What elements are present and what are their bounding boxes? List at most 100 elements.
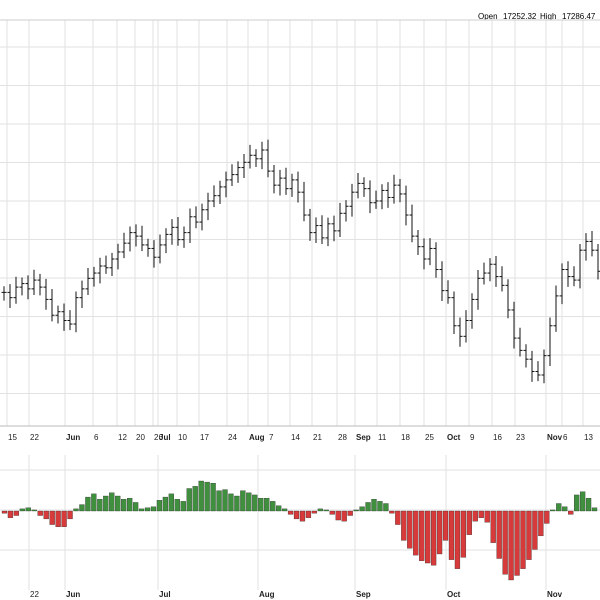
price-bar — [133, 224, 139, 247]
price-bar — [385, 182, 391, 208]
price-bar — [109, 252, 115, 277]
osc-bar — [85, 496, 91, 512]
x-tick-label: 6 — [94, 433, 99, 442]
osc-bar — [180, 501, 186, 512]
osc-bar — [198, 480, 204, 512]
osc-bar — [91, 493, 97, 512]
price-bar — [181, 226, 187, 248]
price-bar — [235, 161, 241, 183]
price-bar — [205, 192, 211, 221]
price-bar — [421, 238, 427, 270]
osc-x-tick-label: Sep — [356, 590, 371, 599]
osc-bar — [502, 510, 508, 575]
price-bar — [37, 273, 43, 296]
osc-bar — [532, 510, 538, 550]
osc-bar — [132, 502, 139, 512]
high-value: 17286.47 — [562, 12, 596, 21]
price-bar — [403, 185, 409, 226]
price-bar — [277, 169, 283, 196]
high-label: High — [540, 12, 557, 21]
price-bar — [505, 279, 511, 319]
osc-bar — [407, 510, 413, 549]
x-tick-label: 24 — [228, 433, 237, 442]
osc-bar — [7, 510, 14, 518]
osc-bar — [73, 508, 79, 512]
price-bar — [463, 310, 469, 343]
osc-bar — [430, 510, 437, 566]
price-bar — [1, 286, 7, 301]
x-tick-label: Sep — [356, 433, 371, 442]
osc-bar — [550, 509, 556, 512]
price-bar — [517, 327, 523, 357]
osc-bar — [276, 505, 282, 512]
price-bar — [19, 277, 25, 296]
price-bar — [169, 219, 175, 245]
price-bar — [253, 149, 259, 168]
osc-bar — [121, 499, 127, 512]
osc-bar — [585, 497, 592, 512]
osc-bar — [192, 486, 198, 512]
price-bar — [103, 255, 109, 274]
x-tick-label: 10 — [178, 433, 187, 442]
osc-bar — [31, 509, 37, 512]
osc-bar — [79, 504, 85, 512]
osc-x-tick-label: Aug — [259, 590, 275, 599]
price-bar — [595, 244, 600, 280]
osc-bar — [454, 510, 461, 569]
x-tick-label: 17 — [200, 433, 209, 442]
osc-bar — [436, 510, 443, 555]
price-bar — [361, 177, 367, 197]
x-tick-label: 14 — [291, 433, 300, 442]
price-bar — [175, 216, 181, 246]
osc-bar — [341, 510, 347, 522]
price-bar — [475, 270, 481, 310]
price-bar — [319, 215, 325, 245]
osc-bar — [389, 510, 395, 514]
price-bar — [487, 258, 493, 282]
price-bar — [259, 141, 265, 170]
osc-bar — [162, 496, 169, 512]
price-bar — [367, 180, 373, 214]
price-bar — [349, 183, 355, 217]
osc-bar — [138, 508, 145, 512]
price-bar — [313, 217, 319, 243]
osc-bar — [61, 510, 67, 527]
osc-bar — [347, 510, 353, 516]
price-bar — [295, 171, 301, 203]
price-bar — [451, 291, 457, 335]
osc-bar — [109, 492, 115, 512]
x-tick-label: Oct — [447, 433, 461, 442]
osc-bar — [353, 509, 359, 512]
price-bar — [499, 266, 505, 292]
chart-header: Open 17252.32 High 17286.47 — [0, 0, 600, 28]
price-panel — [1, 139, 600, 384]
price-bar — [511, 301, 517, 349]
price-bar — [559, 263, 565, 305]
osc-bar — [466, 510, 472, 535]
osc-bar — [383, 503, 389, 512]
osc-bar — [115, 495, 121, 512]
osc-bar — [55, 510, 61, 527]
price-bar — [391, 174, 397, 204]
price-bar — [331, 215, 337, 242]
price-bar — [55, 305, 61, 324]
price-bar — [409, 204, 415, 243]
osc-bar — [401, 510, 407, 541]
price-bar — [373, 190, 379, 209]
osc-bar — [168, 493, 174, 512]
price-bar — [415, 229, 421, 255]
osc-bar — [591, 507, 598, 512]
price-bar — [571, 266, 577, 287]
x-tick-label: Jun — [66, 433, 80, 442]
price-bar — [535, 361, 541, 382]
price-bar — [163, 228, 169, 254]
osc-bar — [311, 510, 318, 514]
price-bar — [379, 184, 385, 210]
price-bar — [79, 280, 85, 309]
osc-bar — [520, 510, 526, 569]
osc-x-tick-label: Nov — [547, 590, 563, 599]
price-bar — [289, 173, 295, 197]
osc-bar — [258, 497, 264, 512]
price-bar — [337, 202, 343, 238]
